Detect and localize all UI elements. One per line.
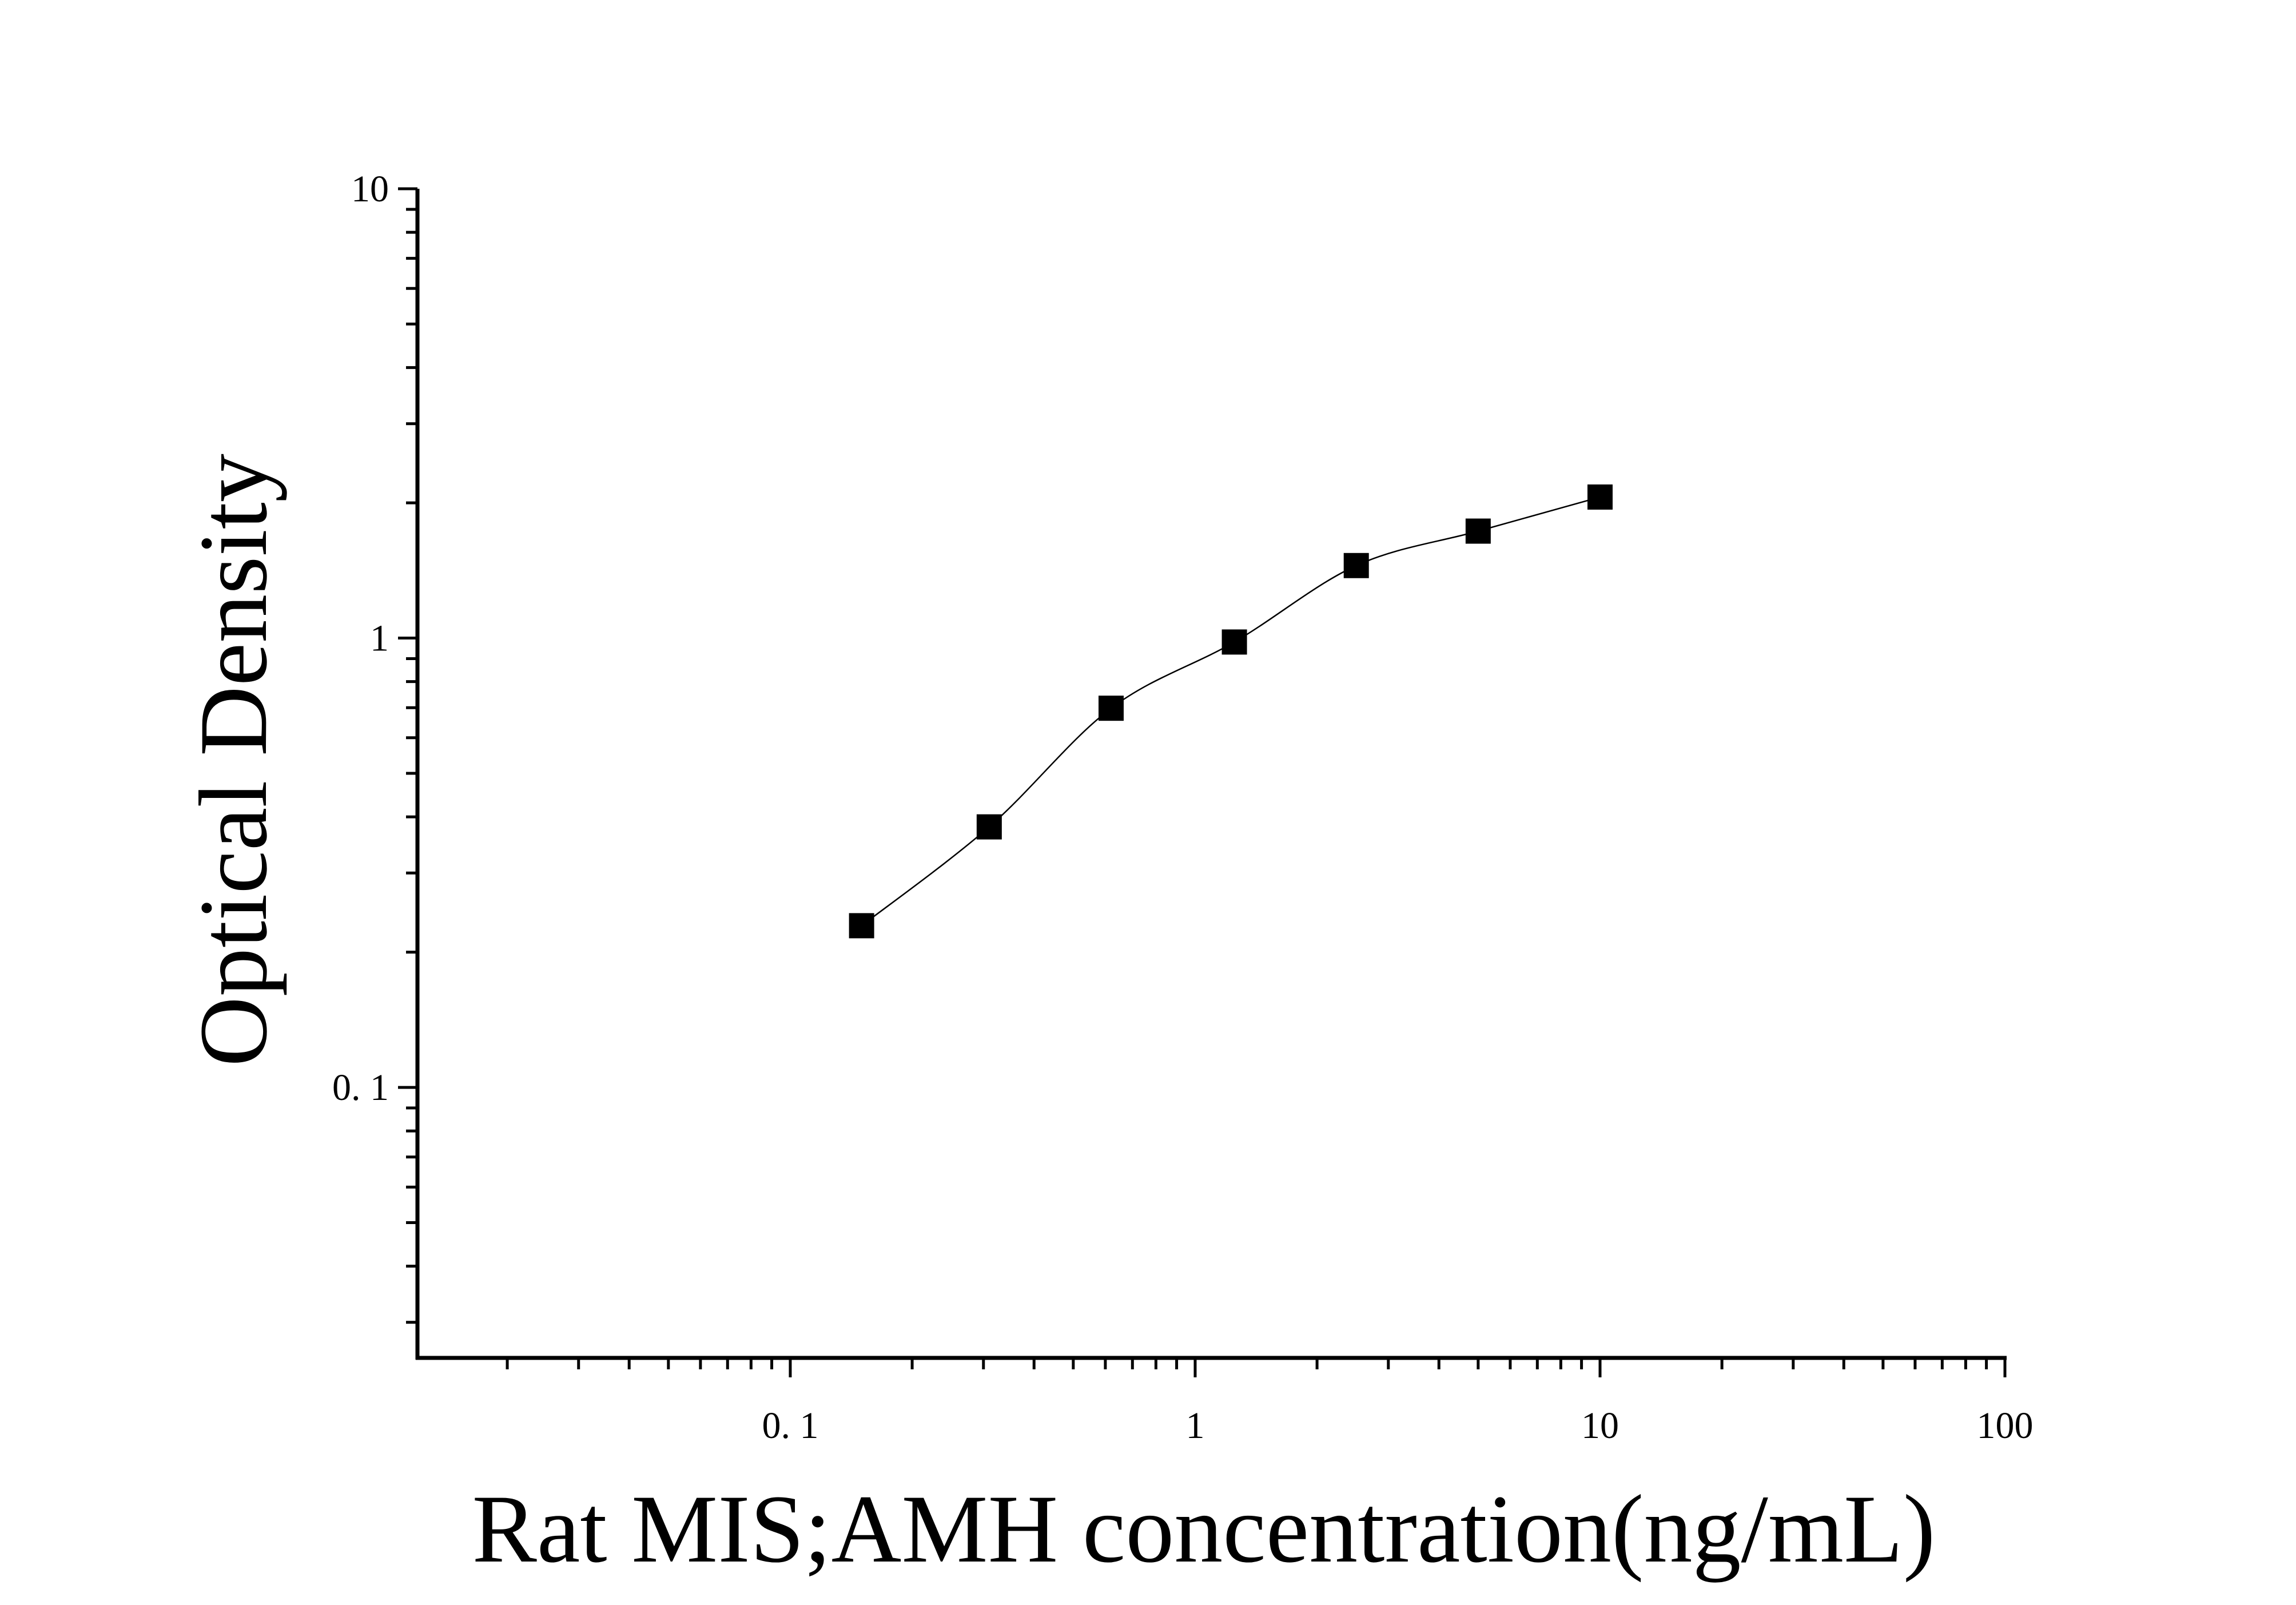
data-point: [1098, 696, 1124, 721]
y-tick-label: 0. 1: [332, 1067, 389, 1109]
data-point: [849, 913, 874, 939]
y-tick-label: 1: [370, 618, 389, 660]
x-tick-label: 100: [1977, 1405, 2034, 1447]
y-tick-label: 10: [351, 168, 389, 210]
axes: [415, 189, 2007, 1360]
x-axis-ticks: 0. 1 1 10 100: [506, 1358, 2034, 1447]
fit-curve: [861, 496, 1601, 927]
data-points: [849, 484, 1613, 939]
x-tick-label: 0. 1: [762, 1405, 818, 1447]
data-point: [1221, 629, 1247, 655]
data-point: [1465, 518, 1491, 544]
y-axis-ticks: 0. 1 1 10: [332, 168, 417, 1324]
x-axis-title: Rat MIS;AMH concentration(ng/mL): [472, 1475, 1936, 1583]
data-point: [1587, 484, 1613, 510]
data-point: [1343, 553, 1369, 578]
x-tick-label: 1: [1185, 1405, 1204, 1447]
y-axis-title: Optical Density: [180, 454, 287, 1067]
data-point: [976, 814, 1002, 840]
x-tick-label: 10: [1581, 1405, 1619, 1447]
fit-curve-layer: [861, 496, 1601, 927]
